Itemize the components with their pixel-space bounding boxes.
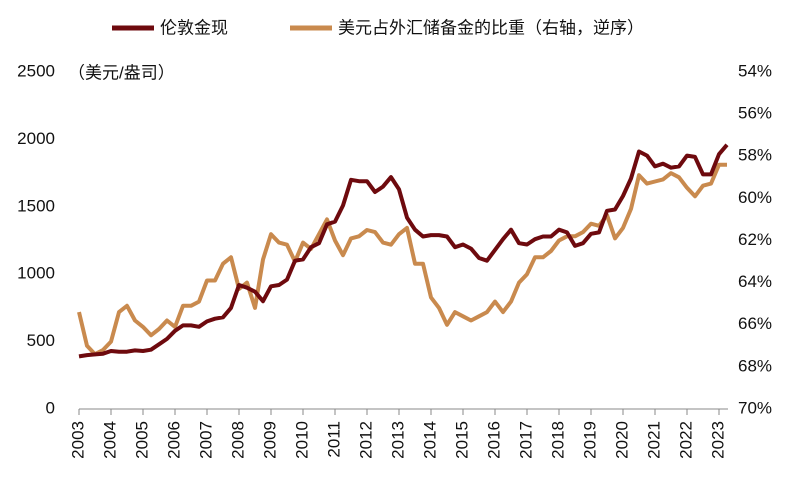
x-tick-label: 2007 <box>196 421 215 459</box>
y-tick-label: 2000 <box>17 129 55 148</box>
y2-tick-label: 60% <box>738 188 772 207</box>
y2-tick-label: 54% <box>738 61 772 80</box>
y-unit-label: （美元/盎司） <box>68 63 175 82</box>
x-tick-label: 2008 <box>228 421 247 459</box>
y2-tick-label: 70% <box>738 398 772 417</box>
y2-tick-label: 64% <box>738 272 772 291</box>
y2-tick-label: 56% <box>738 104 772 123</box>
x-tick-label: 2004 <box>100 421 119 459</box>
x-tick-label: 2011 <box>324 421 343 458</box>
y2-tick-label: 62% <box>738 230 772 249</box>
x-tick-label: 2012 <box>356 421 375 459</box>
x-tick-label: 2016 <box>484 421 503 459</box>
y-tick-label: 2500 <box>17 61 55 80</box>
legend-label: 伦敦金现 <box>160 18 228 37</box>
x-tick-label: 2009 <box>260 421 279 459</box>
x-tick-label: 2023 <box>708 421 727 459</box>
x-tick-label: 2021 <box>644 421 663 459</box>
x-tick-label: 2018 <box>548 421 567 459</box>
x-tick-label: 2014 <box>420 421 439 459</box>
x-tick-label: 2019 <box>580 421 599 459</box>
x-tick-label: 2006 <box>164 421 183 459</box>
x-tick-label: 2013 <box>388 421 407 459</box>
x-tick-label: 2020 <box>612 421 631 459</box>
y-tick-label: 0 <box>46 398 55 417</box>
y-tick-label: 1500 <box>17 196 55 215</box>
y-tick-label: 1000 <box>17 264 55 283</box>
y2-tick-label: 58% <box>738 146 772 165</box>
x-tick-label: 2003 <box>68 421 87 459</box>
x-tick-label: 2010 <box>292 421 311 459</box>
x-tick-label: 2015 <box>452 421 471 459</box>
y2-tick-label: 68% <box>738 356 772 375</box>
series-line <box>77 162 727 357</box>
y2-tick-label: 66% <box>738 314 772 333</box>
legend-label: 美元占外汇储备金的比重（右轴，逆序） <box>338 18 644 37</box>
x-tick-label: 2005 <box>132 421 151 459</box>
series-line <box>78 143 729 359</box>
y-tick-label: 500 <box>27 331 55 350</box>
x-tick-label: 2017 <box>516 421 535 459</box>
x-tick-label: 2022 <box>676 421 695 459</box>
